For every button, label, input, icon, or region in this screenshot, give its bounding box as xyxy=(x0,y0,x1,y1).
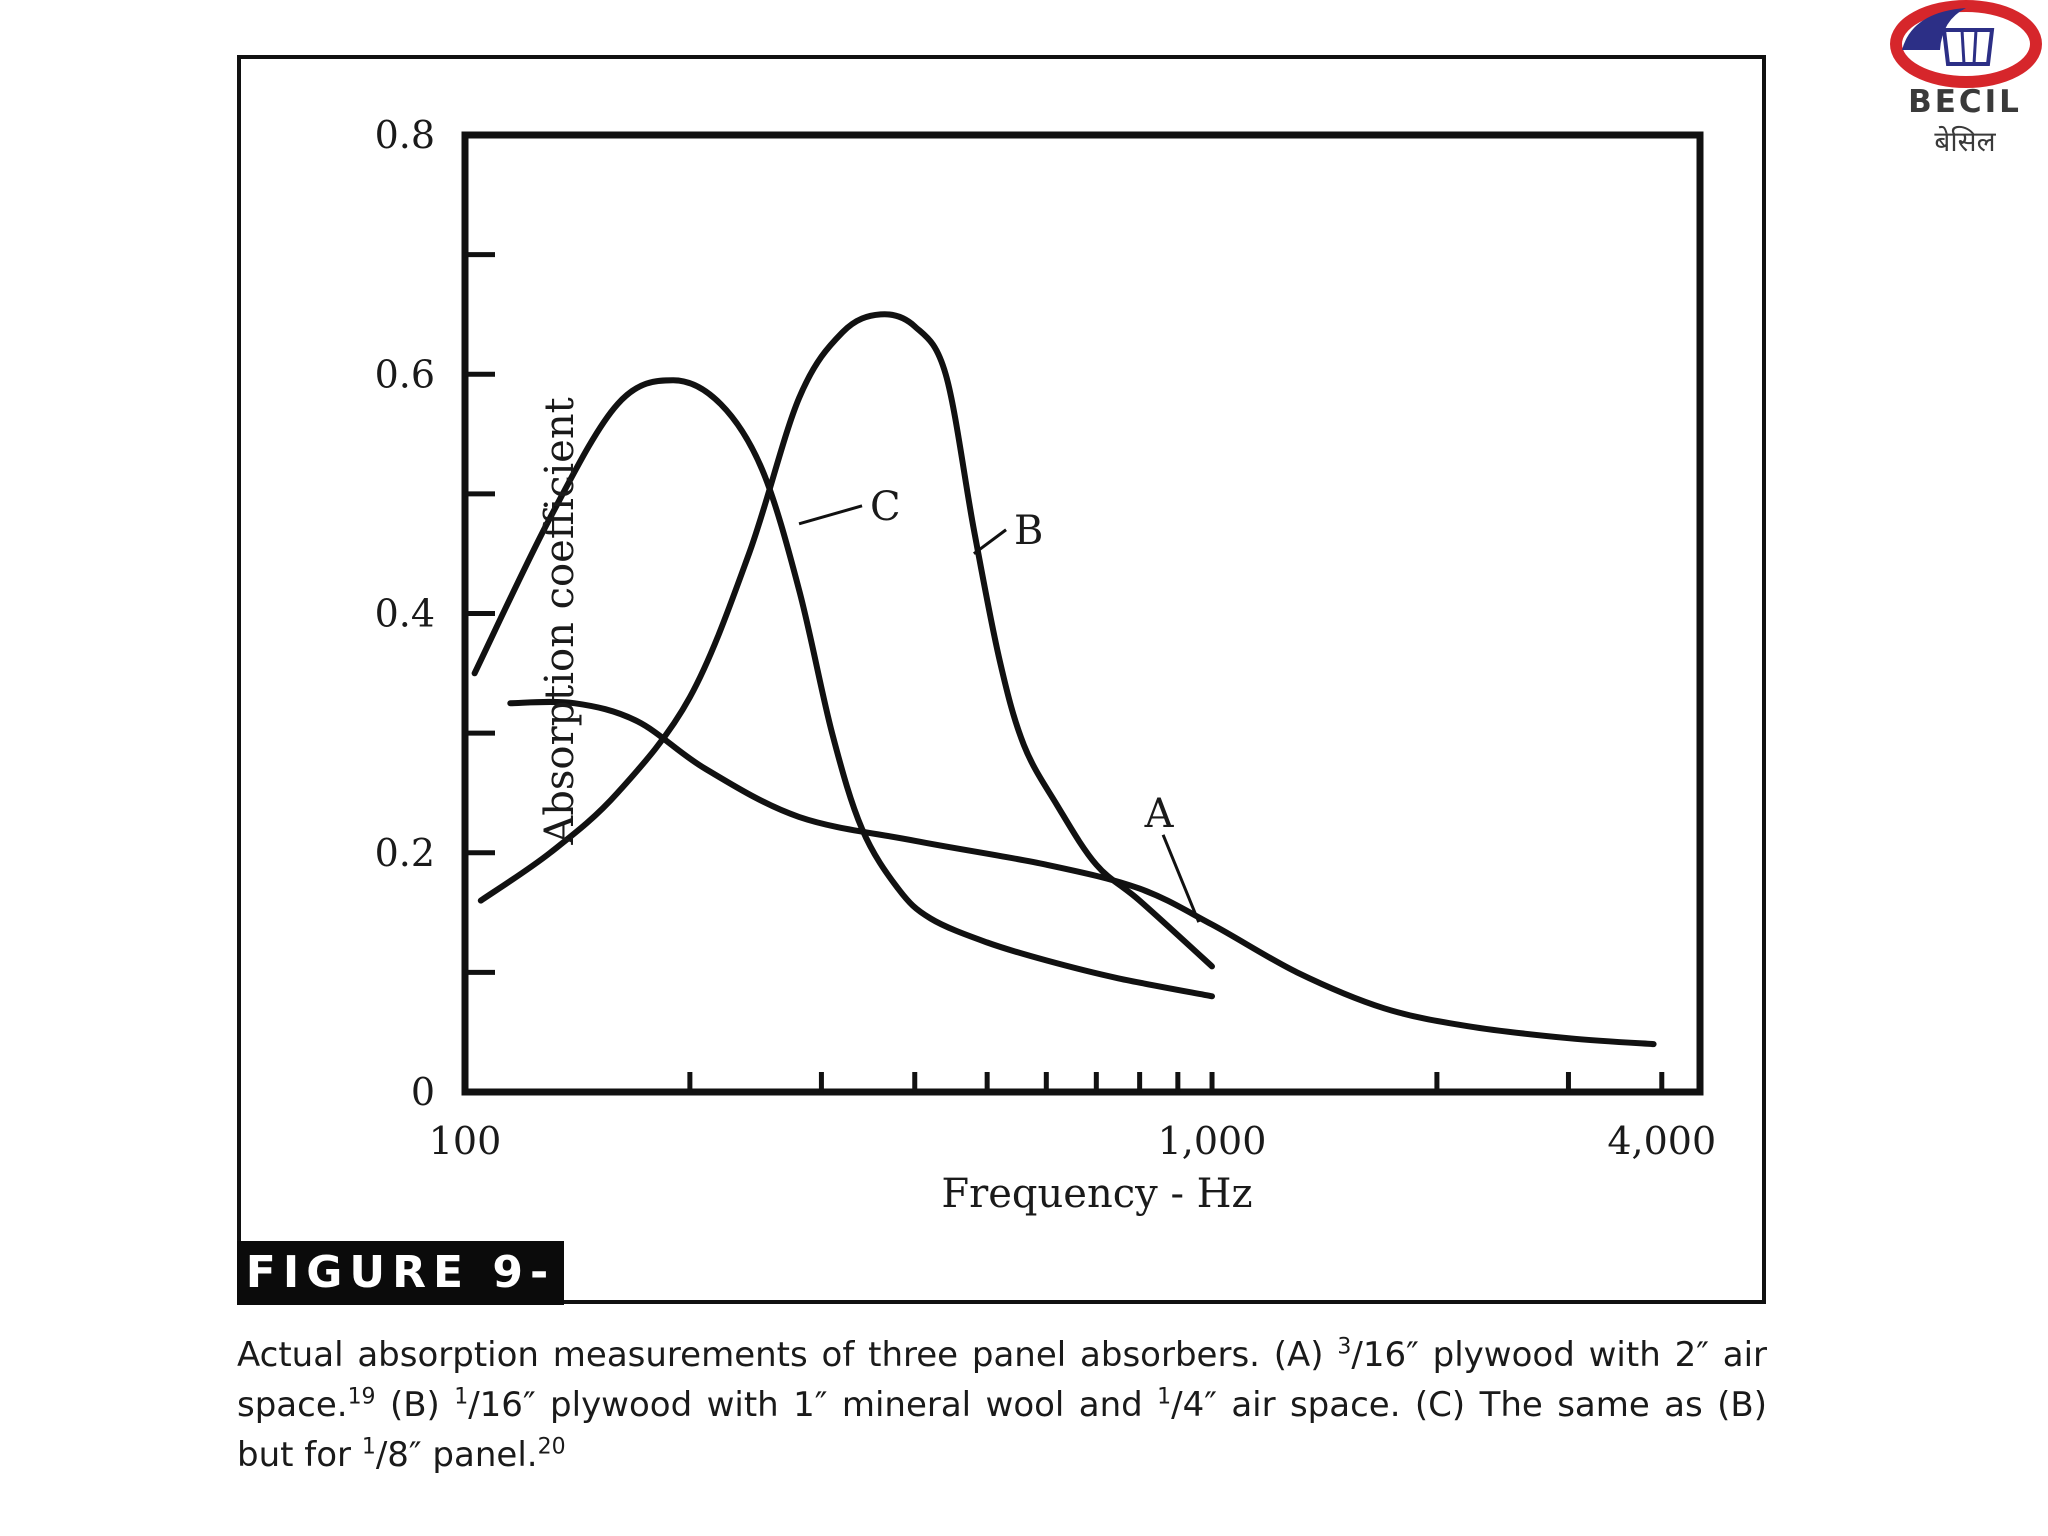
reference-19: 19 xyxy=(347,1384,376,1410)
series-leader-b xyxy=(973,528,1007,555)
becil-logo xyxy=(1890,0,2042,88)
logo-screen-icon xyxy=(1941,28,1995,66)
logo-text: BECIL xyxy=(1908,84,2022,120)
chart-plot: 100 1,000 4,000 0 0.2 0.4 0.6 0.8 A B C Frequency… xyxy=(375,113,1717,1217)
y-axis-label: Absorption coefficient xyxy=(537,397,583,845)
tick-marks xyxy=(465,252,1665,1092)
series-labels: A B C xyxy=(798,484,1201,923)
x-tick-label: 4,000 xyxy=(1607,1119,1716,1163)
series-label-c: C xyxy=(870,484,901,530)
series-leader-a xyxy=(1161,834,1201,923)
logo-blue-arc-icon xyxy=(1902,8,1966,50)
reference-20: 20 xyxy=(537,1434,566,1460)
figure-caption: Actual absorption measurements of three … xyxy=(237,1334,1767,1475)
logo-text-hindi: बेसिल xyxy=(1934,125,1996,158)
x-tick-label: 1,000 xyxy=(1158,1119,1267,1163)
plot-border xyxy=(461,131,1704,1096)
x-tick-label: 100 xyxy=(429,1119,502,1163)
series-leader-c xyxy=(798,504,863,526)
y-tick-label: 0.8 xyxy=(375,113,435,157)
series-label-a: A xyxy=(1144,791,1175,837)
series-line-c xyxy=(471,377,1215,1000)
series-line-b xyxy=(477,311,1215,970)
figure-label: FIGURE 9-22 xyxy=(237,1241,564,1362)
y-tick-label: 0.4 xyxy=(375,592,435,636)
tick-labels: 100 1,000 4,000 0 0.2 0.4 0.6 0.8 xyxy=(375,113,1717,1163)
series-line-a xyxy=(507,698,1657,1048)
series-label-b: B xyxy=(1014,508,1043,554)
y-tick-label: 0.2 xyxy=(375,831,435,875)
y-tick-label: 0.6 xyxy=(375,352,435,396)
series-lines xyxy=(471,311,1657,1048)
y-tick-label: 0 xyxy=(411,1070,435,1114)
x-axis-label: Frequency - Hz xyxy=(941,1171,1252,1217)
plot-area xyxy=(461,131,1704,1096)
figure-frame: 100 1,000 4,000 0 0.2 0.4 0.6 0.8 A B C Frequency… xyxy=(237,55,1766,1304)
logo-red-arc-icon xyxy=(1890,0,2042,88)
